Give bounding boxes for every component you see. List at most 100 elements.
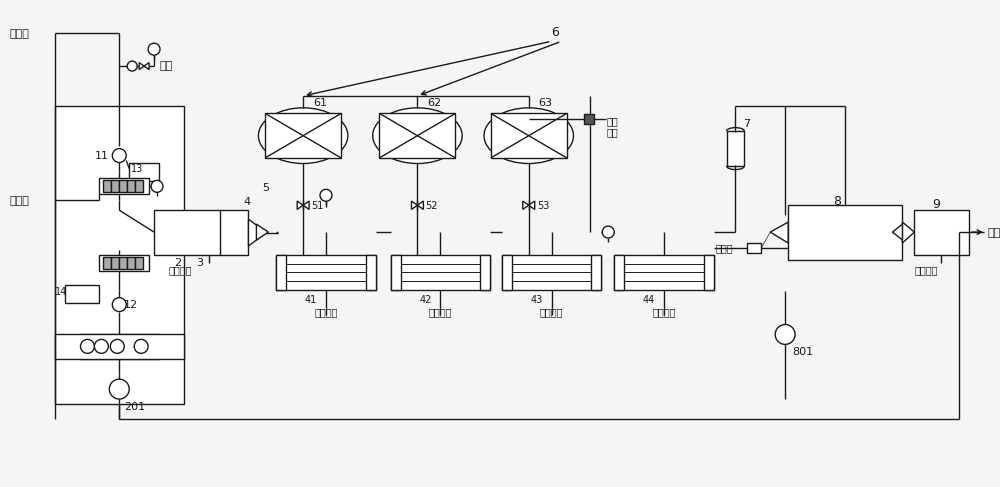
Bar (788, 205, 902, 260)
Text: 5: 5 (262, 184, 269, 193)
Text: 酸性气: 酸性气 (10, 29, 30, 39)
Text: 氮气: 氮气 (159, 61, 172, 71)
Text: 62: 62 (427, 98, 441, 108)
Text: 43: 43 (531, 295, 543, 305)
Text: 中压蒸汽: 中压蒸汽 (652, 308, 676, 318)
Bar (502, 255, 601, 290)
Bar (379, 113, 455, 158)
Bar (276, 255, 376, 290)
Polygon shape (248, 219, 266, 246)
Polygon shape (411, 201, 417, 209)
Polygon shape (303, 201, 309, 209)
Bar (276, 255, 286, 290)
Bar (103, 180, 111, 192)
Bar (129, 164, 159, 181)
Text: 9: 9 (932, 198, 940, 211)
Bar (111, 180, 119, 192)
Circle shape (94, 339, 108, 354)
Text: 63: 63 (539, 98, 553, 108)
Text: 中压蒸汽: 中压蒸汽 (914, 265, 938, 275)
Text: 2: 2 (174, 258, 181, 268)
Bar (55, 335, 184, 359)
Circle shape (112, 149, 126, 163)
Bar (614, 255, 624, 290)
Text: 中压蒸汽: 中压蒸汽 (540, 308, 563, 318)
Bar (99, 255, 149, 271)
Bar (127, 257, 135, 269)
Text: 53: 53 (537, 201, 549, 211)
Text: 氧化
空气: 氧化 空气 (606, 116, 618, 137)
Bar (747, 243, 761, 253)
Bar (127, 180, 135, 192)
Polygon shape (902, 222, 914, 243)
Ellipse shape (484, 108, 573, 164)
Circle shape (110, 339, 124, 354)
Bar (99, 178, 149, 194)
Text: 51: 51 (311, 201, 323, 211)
Bar (584, 114, 594, 124)
Circle shape (775, 324, 795, 344)
Polygon shape (892, 224, 902, 240)
Circle shape (134, 339, 148, 354)
Text: 中压蒸汽: 中压蒸汽 (429, 308, 452, 318)
Bar (119, 257, 127, 269)
Circle shape (81, 339, 94, 354)
Text: 8: 8 (833, 195, 841, 208)
Text: 44: 44 (643, 295, 655, 305)
Bar (366, 255, 376, 290)
Bar (265, 113, 341, 158)
Bar (727, 131, 744, 166)
Text: 4: 4 (243, 197, 251, 207)
Bar (80, 335, 159, 359)
Bar (103, 257, 111, 269)
Ellipse shape (258, 108, 348, 164)
Bar (914, 210, 969, 255)
Text: 3: 3 (196, 258, 203, 268)
Circle shape (148, 43, 160, 55)
Text: 12: 12 (124, 300, 138, 310)
Bar (135, 180, 143, 192)
Bar (480, 255, 490, 290)
Text: 7: 7 (743, 119, 751, 129)
Circle shape (151, 180, 163, 192)
Ellipse shape (373, 108, 462, 164)
Polygon shape (770, 222, 788, 243)
Bar (704, 255, 714, 290)
Polygon shape (144, 63, 149, 70)
Bar (391, 255, 490, 290)
Bar (111, 257, 119, 269)
Bar (154, 210, 248, 255)
Text: 6: 6 (552, 26, 559, 39)
Polygon shape (256, 224, 268, 240)
Circle shape (109, 379, 129, 399)
Text: 61: 61 (313, 98, 327, 108)
Polygon shape (139, 63, 144, 70)
Bar (65, 285, 99, 302)
Bar (614, 255, 714, 290)
Bar (491, 113, 567, 158)
Text: 52: 52 (425, 201, 438, 211)
Text: 中压蒸汽: 中压蒸汽 (314, 308, 338, 318)
Text: 14: 14 (55, 287, 67, 297)
Text: 201: 201 (124, 402, 145, 412)
Polygon shape (417, 201, 423, 209)
Circle shape (127, 61, 137, 71)
Circle shape (320, 189, 332, 201)
Bar (135, 257, 143, 269)
Text: 燃料气: 燃料气 (716, 243, 733, 253)
Text: 烟气: 烟气 (988, 228, 1000, 238)
Circle shape (112, 298, 126, 312)
Text: 13: 13 (131, 165, 143, 174)
Polygon shape (297, 201, 303, 209)
Text: 801: 801 (792, 347, 813, 357)
Bar (391, 255, 401, 290)
Text: 41: 41 (305, 295, 317, 305)
Text: 42: 42 (419, 295, 432, 305)
Text: 燃料气: 燃料气 (10, 196, 30, 206)
Polygon shape (523, 201, 529, 209)
Bar (55, 106, 184, 404)
Polygon shape (529, 201, 535, 209)
Text: 中压蒸汽: 中压蒸汽 (169, 265, 192, 275)
Circle shape (602, 226, 614, 238)
Bar (591, 255, 601, 290)
